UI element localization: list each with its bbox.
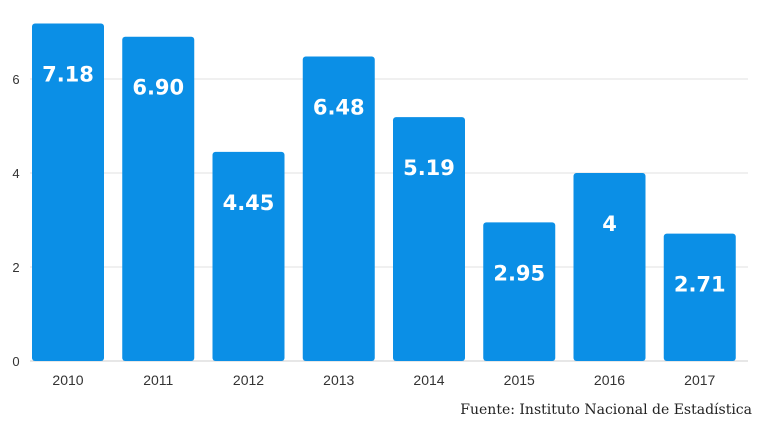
x-tick-label: 2013 (323, 372, 354, 388)
bar-2011 (122, 36, 195, 361)
x-tick-label: 2012 (233, 372, 264, 388)
bar-value-label: 6.48 (313, 95, 365, 119)
x-tick-label: 2011 (143, 372, 173, 388)
bar-2010 (32, 23, 104, 361)
x-tick-label: 2017 (684, 372, 715, 388)
y-tick-label: 6 (12, 72, 19, 87)
bar-2017 (663, 233, 736, 361)
bar-2013 (302, 56, 375, 361)
bar-value-label: 5.19 (403, 156, 455, 180)
bar-2015 (483, 222, 556, 361)
x-tick-label: 2014 (413, 372, 444, 388)
bar-value-label: 4.45 (223, 191, 275, 215)
bar-value-label: 6.90 (132, 76, 184, 100)
bar-value-label: 7.18 (42, 63, 94, 87)
y-tick-label: 2 (12, 260, 19, 275)
source-note: Fuente: Instituto Nacional de Estadístic… (460, 402, 752, 418)
y-tick-label: 4 (12, 166, 19, 181)
bar-value-label: 2.95 (493, 261, 545, 285)
x-tick-label: 2010 (52, 372, 83, 388)
y-axis-ticks: 0 2 4 6 (12, 72, 19, 369)
x-tick-label: 2015 (504, 372, 535, 388)
x-axis-ticks: 2010 2011 2012 2013 2014 2015 2016 2017 (52, 372, 715, 388)
bar-2014 (393, 117, 465, 361)
bar-value-labels: 7.18 6.90 4.45 6.48 5.19 2.95 4 2.71 (42, 63, 726, 297)
bars (32, 23, 736, 361)
bar-value-label: 4 (602, 212, 617, 236)
bar-2012 (212, 151, 285, 361)
bar-value-label: 2.71 (674, 273, 726, 297)
x-tick-label: 2016 (594, 372, 625, 388)
bar-2016 (573, 173, 646, 361)
y-tick-label: 0 (12, 354, 19, 369)
